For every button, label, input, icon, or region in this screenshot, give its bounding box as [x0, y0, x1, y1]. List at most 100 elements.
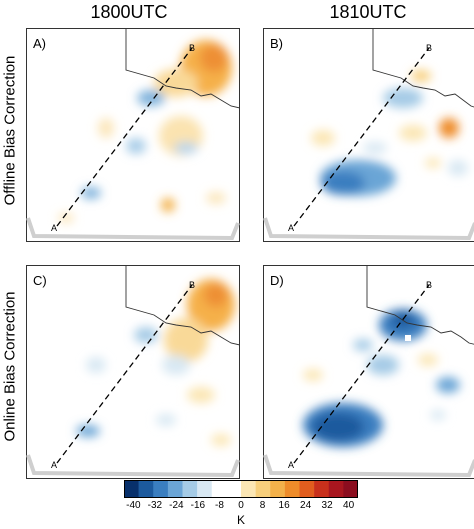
warm-core [204, 283, 228, 307]
colorbar [124, 480, 358, 498]
start-marker: A [288, 223, 294, 233]
panel-frame [263, 28, 474, 242]
state-boundary [366, 265, 474, 345]
cool-area [137, 90, 165, 106]
colorbar-swatch [167, 480, 183, 498]
column-title-1810utc: 1810UTC [329, 2, 407, 22]
colorbar-swatch [211, 480, 227, 498]
warm-area [425, 158, 441, 168]
warm-spot [161, 198, 175, 212]
warm-area [187, 387, 215, 403]
colorbar-swatch [182, 480, 198, 498]
cool-area [430, 410, 446, 420]
panel-d: D) A B [263, 265, 474, 479]
cool-area [367, 355, 399, 375]
colorbar-swatch [255, 480, 271, 498]
row-title-offline: Offline Bias Correction [1, 55, 19, 206]
colorbar-units: K [236, 513, 245, 527]
colorbar-border [124, 480, 358, 498]
colorbar-tick-label: -32 [147, 500, 163, 511]
cool-core [321, 171, 365, 195]
cool-area [383, 88, 423, 108]
colorbar-tick-label: 0 [238, 500, 244, 511]
frame-shading [263, 217, 474, 241]
warm-area [411, 70, 431, 82]
warm-area [98, 118, 114, 138]
cool-core [312, 413, 364, 441]
warm-area [206, 192, 226, 204]
end-marker: B [426, 43, 432, 53]
colorbar-ticks: -40 -32 -24 -16 -8 0 8 16 24 32 40 [114, 500, 368, 514]
panel-frame [263, 265, 474, 479]
cool-area [363, 142, 387, 154]
map-c: C) A B [26, 265, 240, 479]
warm-area [399, 125, 427, 141]
warm-spot [439, 118, 459, 138]
map-d: D) A B [263, 265, 474, 479]
colorbar-tick-label: 16 [278, 500, 290, 511]
row-title-online: Online Bias Correction [1, 291, 19, 442]
cool-area [156, 414, 176, 426]
white-cell [405, 335, 411, 341]
end-marker: B [426, 280, 432, 290]
warm-area [311, 130, 335, 146]
warm-area [164, 318, 208, 362]
colorbar-tick-label: -8 [215, 500, 224, 511]
state-boundary [125, 28, 240, 109]
colorbar-swatch [328, 480, 344, 498]
colorbar-swatch [284, 480, 300, 498]
warm-area [211, 434, 231, 446]
temperature-field [58, 40, 232, 223]
colorbar-swatch [314, 480, 330, 498]
colorbar-swatch [299, 480, 315, 498]
colorbar-swatch [226, 480, 242, 498]
colorbar-swatch [270, 480, 286, 498]
cross-section-line [293, 47, 430, 227]
panel-label: A) [33, 36, 46, 51]
colorbar-swatch [153, 480, 169, 498]
temperature-field [76, 279, 235, 446]
cool-area [81, 187, 101, 199]
cross-section-line [56, 284, 193, 464]
warm-core [200, 44, 228, 72]
cool-area [448, 160, 468, 176]
frame-shading [26, 217, 240, 241]
colorbar-tick-label: -40 [126, 500, 141, 511]
colorbar-tick-label: -16 [190, 500, 206, 511]
start-marker: A [288, 460, 294, 470]
end-marker: B [189, 280, 195, 290]
colorbar-swatch [241, 480, 256, 498]
panel-label: B) [270, 36, 283, 51]
warm-area [418, 354, 438, 366]
cool-area [162, 355, 190, 375]
colorbar-tick-label: 8 [259, 500, 266, 511]
end-marker: B [189, 43, 195, 53]
cross-section-line [293, 284, 430, 464]
start-marker: A [51, 223, 57, 233]
colorbar-tick-label: 40 [343, 500, 355, 511]
colorbar-swatch [138, 480, 154, 498]
panel-c: C) A B [26, 265, 240, 479]
cool-area [76, 425, 100, 437]
cool-area [126, 138, 146, 154]
map-b: B) A B [263, 28, 474, 242]
start-marker: A [51, 460, 57, 470]
panel-label: C) [33, 273, 47, 288]
frame-shading [26, 454, 240, 478]
colorbar-swatch [343, 480, 358, 498]
colorbar-swatch [124, 480, 139, 498]
frame-shading [263, 454, 474, 478]
temperature-field [303, 309, 460, 447]
cool-area [436, 377, 460, 393]
colorbar-tick-label: 32 [321, 500, 333, 511]
map-a: A) A B [26, 28, 240, 242]
cool-area [174, 142, 198, 154]
warm-area [154, 69, 198, 97]
panel-a: A) A B [26, 28, 240, 242]
cross-section-line [56, 47, 193, 227]
column-title-1800utc: 1800UTC [90, 2, 168, 22]
warm-area [58, 213, 74, 223]
colorbar-swatch [197, 480, 213, 498]
cool-area [134, 327, 158, 343]
colorbar-tick-label: -24 [169, 500, 184, 511]
